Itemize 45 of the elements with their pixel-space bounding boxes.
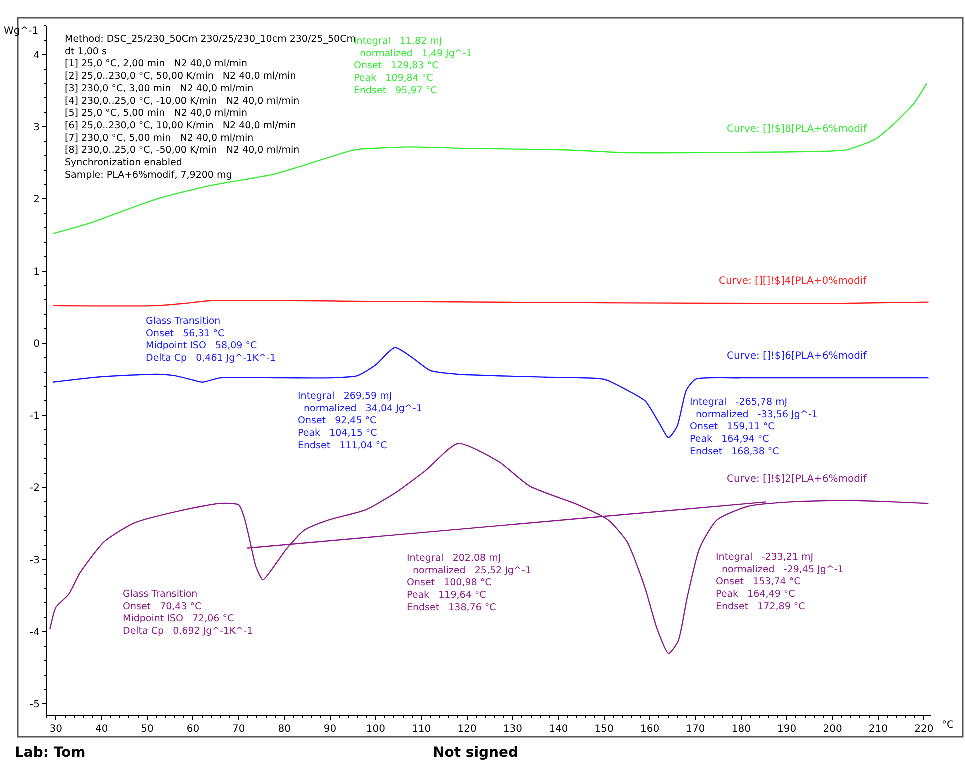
x-tick-label: 130	[503, 724, 523, 735]
y-tick-label: -5	[30, 700, 40, 711]
y-tick-label: 2	[34, 194, 40, 206]
x-tick-label: 190	[778, 724, 797, 735]
x-tick-label: 100	[366, 724, 386, 735]
annotation: Glass Transition Onset 56,31 °C Midpoint ISO 58,09 °C Delta Cp 0,461 Jg^-1K^-1	[146, 316, 276, 364]
annotation: Integral -265,78 mJ normalized -33,56 Jg^-1 Onset 159,11 °C Peak 164,94 °C Endset 168,38 °C	[690, 397, 818, 458]
y-tick-label: 3	[34, 122, 40, 134]
y-tick-label: 4	[34, 50, 40, 62]
x-tick-label: 60	[186, 724, 200, 735]
series-label: Curve: [][]!$]4[PLA+0%modif	[719, 276, 868, 287]
text: Method: DSC_25/230_50Cm 230/25/230_10cm 230/25_50Cm dt 1,00 s [1] 25,0 °C, 2,00 min N2 40,0 ml/min [2] 25,0..230,0 °C, 50,00 K/min N2 40,0 ml/min [3] 230,0 °C, 3,00 min N2 40,0 ml/min [4] 230,0..25,0 °C, -10,00 K/min N2 40,0 ml/min [5] 25,0 °C, 5,00 min N2 40,0 ml/min [6] 25,0..230,0 °C, 10,00 K/min N2 40,0 ml/min [7] 230,0 °C, 5,00 min N2 40,0 ml/min [8] 230,0..25,0 °C, -50,00 K/min N2 40,0 ml/min Synchronization enabled Sample: PLA+6%modif, 7,9200 mg	[65, 34, 356, 181]
y-tick-label: -4	[30, 628, 40, 639]
x-tick-label: 170	[686, 724, 706, 735]
x-tick-label: 110	[412, 724, 432, 735]
annotation: Integral -233,21 mJ normalized -29,45 Jg^-1 Onset 153,74 °C Peak 164,49 °C Endset 172,89 °C	[716, 552, 844, 612]
text: Not signed	[433, 745, 519, 760]
x-tick-label: 210	[868, 724, 888, 735]
y-tick-label: -1	[30, 411, 40, 422]
x-tick-label: 160	[640, 724, 660, 735]
annotation: Integral 11,82 mJ normalized 1,49 Jg^-1 Onset 129,83 °C Peak 109,84 °C Endset 95,97 °C	[354, 36, 472, 96]
x-tick-label: 140	[549, 724, 568, 735]
y-tick-label: -2	[30, 483, 40, 494]
x-axis-title: °C	[942, 720, 954, 731]
x-tick-label: 200	[823, 724, 842, 735]
x-tick-label: 90	[324, 724, 337, 735]
x-tick-label: 40	[95, 724, 108, 735]
x-tick-label: 120	[458, 724, 477, 735]
series-label: Curve: []!$]8[PLA+6%modif	[727, 124, 868, 135]
x-tick-label: 70	[232, 724, 246, 735]
x-tick-label: 80	[278, 724, 291, 735]
x-tick-label: 30	[50, 724, 63, 735]
y-tick-label: -3	[30, 555, 40, 566]
series-label: Curve: []!$]2[PLA+6%modif	[727, 474, 868, 485]
annotation: Integral 269,59 mJ normalized 34,04 Jg^-1 Onset 92,45 °C Peak 104,15 °C Endset 111,04 °C	[298, 391, 422, 452]
text: Lab: Tom	[15, 745, 86, 760]
x-tick-label: 50	[141, 724, 154, 735]
annotation: Integral 202,08 mJ normalized 25,52 Jg^-1 Onset 100,98 °C Peak 119,64 °C Endset 138,76 °C	[407, 553, 532, 614]
series-label: Curve: []!$]6[PLA+6%modif	[727, 351, 868, 362]
y-tick-label: 0	[34, 338, 40, 350]
x-tick-label: 220	[914, 724, 934, 735]
y-tick-label: 1	[34, 266, 40, 278]
x-tick-label: 180	[732, 724, 751, 735]
x-tick-label: 150	[594, 724, 614, 735]
annotation: Glass Transition Onset 70,43 °C Midpoint ISO 72,06 °C Delta Cp 0,692 Jg^-1K^-1	[123, 589, 254, 638]
